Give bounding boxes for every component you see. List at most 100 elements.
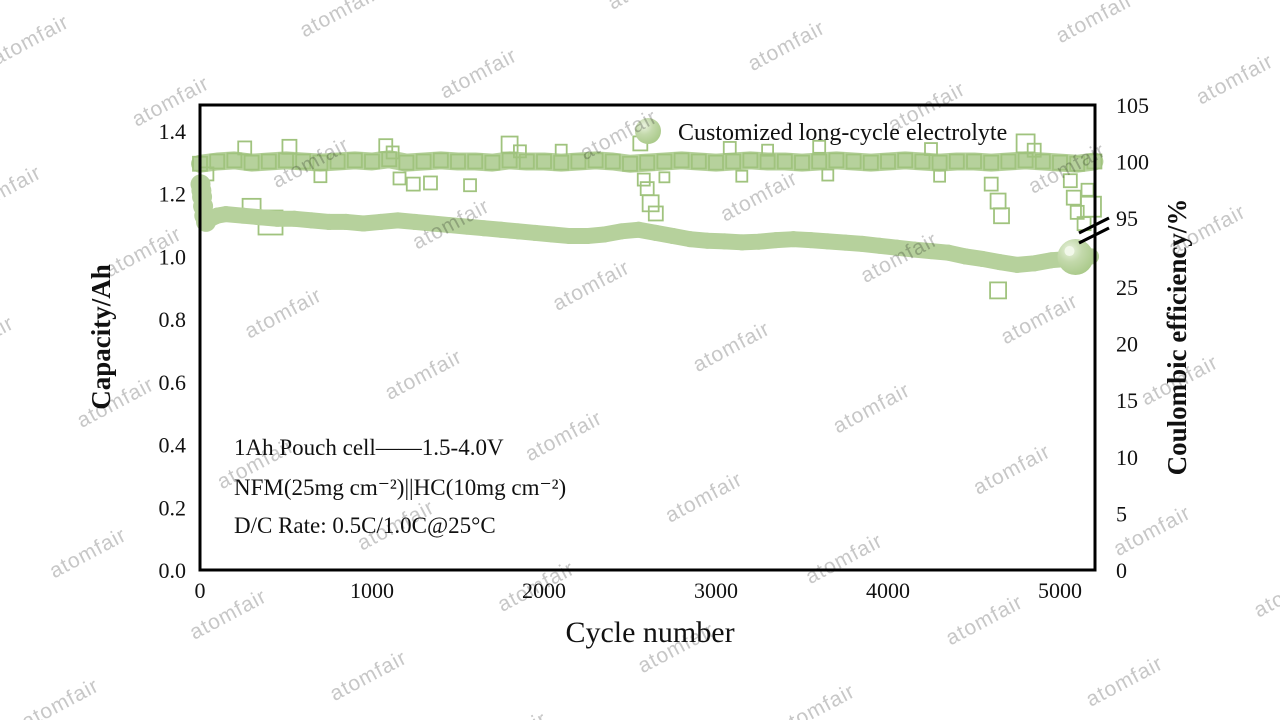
capacity-point (1009, 256, 1025, 273)
efficiency-square (845, 153, 862, 170)
capacity-point (389, 212, 406, 229)
efficiency-square (1000, 153, 1017, 170)
efficiency-square (450, 153, 466, 170)
capacity-point (888, 239, 905, 256)
y-right-tick-label: 5 (1116, 501, 1127, 526)
efficiency-outlier-square (423, 175, 438, 191)
efficiency-square (432, 152, 449, 169)
efficiency-square (260, 153, 277, 170)
efficiency-square (570, 153, 587, 170)
annotation-block: 1Ah Pouch cell——1.5-4.0V NFM(25mg cm⁻²)|… (234, 435, 566, 538)
y-left-tick-label: 0.8 (159, 307, 187, 332)
x-tick-label: 0 (195, 578, 206, 603)
tick-layer: 0.0 0.2 0.4 0.6 0.8 1.0 1.2 1.4 0 5 10 15 20 25 95 100 1… (159, 93, 1150, 603)
capacity-point (871, 237, 888, 254)
y-left-tick-label: 0.6 (159, 370, 187, 395)
efficiency-square (759, 153, 776, 170)
legend-label: Customized long-cycle electrolyte (678, 120, 1007, 146)
efficiency-square (587, 152, 604, 169)
efficiency-band (191, 150, 1104, 173)
efficiency-square (828, 152, 845, 169)
y-right-tick-label: 25 (1116, 275, 1138, 300)
capacity-point (819, 233, 836, 250)
capacity-point (269, 210, 286, 227)
efficiency-square (742, 152, 759, 169)
efficiency-outlier-square (735, 169, 749, 183)
efficiency-square (690, 153, 707, 170)
efficiency-square (639, 154, 656, 171)
capacity-point (252, 209, 269, 226)
annotation-line-3: D/C Rate: 0.5C/1.0C@25°C (234, 513, 496, 538)
capacity-point (1026, 255, 1043, 272)
efficiency-outlier-square (405, 176, 421, 192)
capacity-point (424, 215, 441, 232)
efficiency-square (1052, 154, 1068, 171)
y-right-tick-label: 105 (1116, 93, 1149, 118)
efficiency-square (1017, 152, 1034, 169)
capacity-point (785, 231, 802, 248)
capacity-point (699, 232, 716, 249)
y-left-tick-label: 1.2 (159, 182, 187, 207)
capacity-point (716, 233, 733, 250)
plot-border (198, 103, 1097, 572)
capacity-point (303, 212, 320, 229)
capacity-point (493, 221, 509, 238)
efficiency-outlier-square (658, 171, 671, 184)
efficiency-square (295, 153, 312, 170)
efficiency-outlier-square (513, 144, 527, 159)
capacity-point (596, 226, 613, 243)
efficiency-square (1069, 155, 1086, 172)
efficiency-outlier-square (641, 194, 660, 213)
capacity-point (475, 220, 492, 237)
capacity-point (647, 224, 664, 241)
capacity-point (355, 215, 372, 232)
capacity-point (286, 210, 303, 227)
annotation-line-1: 1Ah Pouch cell——1.5-4.0V (234, 435, 504, 460)
y-right-tick-label: 20 (1116, 332, 1138, 357)
efficiency-square (914, 153, 931, 170)
capacity-last-point (1057, 239, 1094, 276)
efficiency-square (346, 152, 363, 169)
efficiency-outlier-square (392, 171, 407, 186)
capacity-point (544, 226, 561, 243)
efficiency-square (604, 153, 621, 170)
y-right-tick-label: 95 (1116, 206, 1138, 231)
capacity-point (854, 235, 871, 252)
y-right-axis-title: Coulombic efficiency/% (1162, 199, 1192, 476)
y-left-tick-label: 0.0 (159, 558, 187, 583)
efficiency-outlier-square (313, 169, 328, 184)
efficiency-outlier-square (1080, 182, 1095, 197)
annotation-line-2: NFM(25mg cm⁻²)||HC(10mg cm⁻²) (234, 475, 566, 500)
capacity-point (235, 207, 251, 224)
efficiency-square (364, 153, 380, 170)
capacity-point (665, 228, 681, 245)
efficiency-square (880, 153, 896, 170)
capacity-point (1043, 252, 1060, 269)
right-axis-break-icon (1078, 216, 1110, 245)
efficiency-outlier-square (237, 140, 253, 156)
efficiency-square (329, 153, 346, 170)
x-tick-label: 3000 (694, 578, 738, 603)
capacity-point (510, 223, 527, 240)
efficiency-square (811, 153, 828, 170)
capacity-point (940, 244, 957, 261)
capacity-point (407, 213, 423, 230)
efficiency-outlier-square (385, 145, 400, 160)
capacity-point (991, 254, 1008, 271)
efficiency-square (398, 154, 415, 171)
capacity-last-point-highlight (1064, 246, 1075, 257)
capacity-point (527, 224, 544, 241)
capacity-point (802, 232, 819, 249)
efficiency-square (794, 154, 810, 171)
efficiency-outlier-square (812, 139, 827, 154)
capacity-point (837, 234, 853, 251)
efficiency-outlier-square (933, 169, 946, 183)
efficiency-square (415, 153, 432, 170)
efficiency-square (484, 154, 501, 171)
efficiency-outlier-square (821, 168, 835, 182)
capacity-point (957, 248, 974, 265)
y-right-tick-label: 15 (1116, 388, 1138, 413)
efficiency-square (467, 153, 484, 170)
x-tick-label: 1000 (350, 578, 394, 603)
